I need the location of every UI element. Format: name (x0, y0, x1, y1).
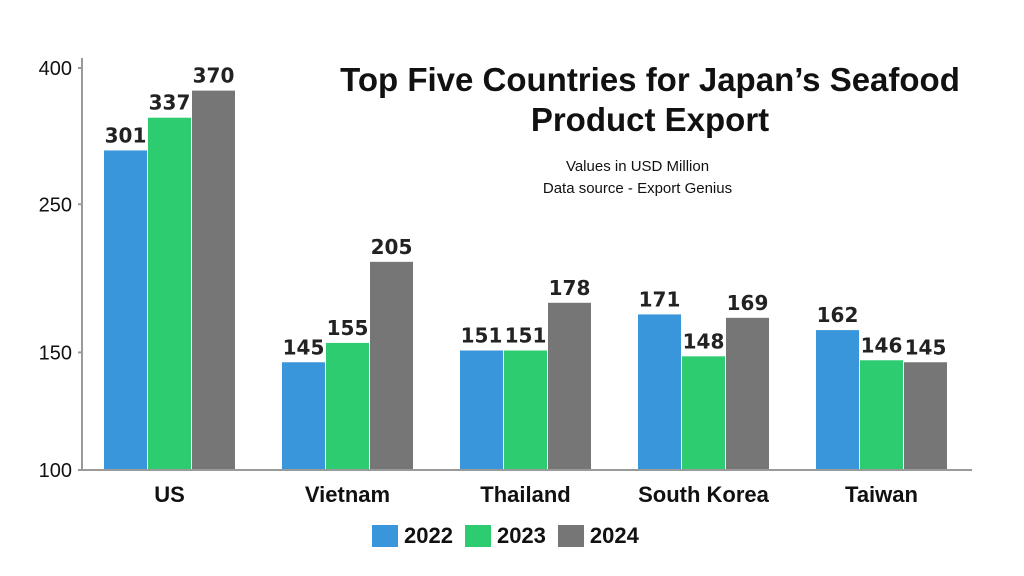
bar-us-2024 (192, 90, 235, 470)
bar-thailand-2022 (460, 350, 503, 470)
bar-taiwan-2023 (860, 360, 903, 470)
bar-south-korea-2022 (638, 314, 681, 470)
bar-vietnam-2024 (370, 261, 413, 470)
subtitle-line-units: Values in USD Million (565, 158, 710, 175)
bar-thailand-2024 (548, 302, 591, 470)
data-label-taiwan-2022: 162 (817, 303, 859, 327)
data-label-thailand-2022: 151 (461, 323, 503, 347)
data-label-us-2024: 370 (193, 64, 235, 88)
chart-title: Top Five Countries for Japan’s Seafood P… (340, 61, 960, 138)
data-label-south-korea-2022: 171 (639, 287, 681, 311)
data-label-south-korea-2024: 169 (727, 291, 769, 315)
legend-swatch-2024 (557, 525, 584, 547)
bar-taiwan-2024 (904, 362, 947, 470)
chart-subtitle: Values in USD Million Data source - Expo… (450, 156, 825, 200)
data-label-us-2023: 337 (149, 91, 191, 115)
legend-item-2023: 2023 (464, 523, 546, 549)
y-tick-label-400: 400 (39, 58, 72, 80)
bar-thailand-2023 (504, 350, 547, 470)
data-label-south-korea-2023: 148 (683, 329, 725, 353)
data-label-vietnam-2023: 155 (327, 316, 369, 340)
legend-label-2023: 2023 (496, 523, 546, 548)
bar-taiwan-2022 (816, 330, 859, 470)
bar-vietnam-2022 (282, 362, 325, 470)
bar-vietnam-2023 (326, 342, 369, 470)
legend-item-2024: 2024 (557, 523, 639, 549)
bar-us-2022 (104, 150, 147, 471)
x-tick-label-taiwan: Taiwan (845, 482, 918, 507)
data-label-taiwan-2024: 145 (905, 335, 947, 359)
legend-swatch-2023 (464, 525, 491, 547)
legend-item-2022: 2022 (372, 523, 453, 549)
x-tick-label-south-korea: South Korea (638, 482, 770, 507)
x-ticks-layer: US Vietnam Thailand South Korea Taiwan (154, 482, 918, 507)
bar-us-2023 (148, 117, 191, 470)
legend-swatch-2022 (372, 525, 398, 547)
data-label-us-2022: 301 (105, 123, 147, 147)
bars-layer (104, 90, 947, 471)
data-label-thailand-2024: 178 (549, 276, 591, 300)
subtitle-line-source: Data source - Export Genius (542, 180, 733, 197)
bar-south-korea-2023 (682, 356, 725, 470)
data-label-vietnam-2022: 145 (283, 335, 325, 359)
y-ticks-layer: 100 150 250 400 (39, 58, 82, 482)
legend-label-2024: 2024 (589, 523, 639, 548)
y-tick-label-150: 150 (39, 342, 72, 364)
y-tick-label-100: 100 (39, 460, 72, 482)
x-tick-label-thailand: Thailand (480, 482, 570, 507)
chart-legend: 2022 2023 2024 (372, 521, 651, 551)
data-label-vietnam-2024: 205 (371, 235, 413, 259)
data-label-thailand-2023: 151 (505, 323, 547, 347)
x-tick-label-vietnam: Vietnam (305, 482, 390, 507)
y-tick-label-250: 250 (39, 194, 72, 216)
legend-label-2022: 2022 (404, 523, 453, 548)
bar-south-korea-2024 (726, 317, 769, 470)
data-label-taiwan-2023: 146 (861, 333, 903, 357)
x-tick-label-us: US (154, 482, 185, 507)
